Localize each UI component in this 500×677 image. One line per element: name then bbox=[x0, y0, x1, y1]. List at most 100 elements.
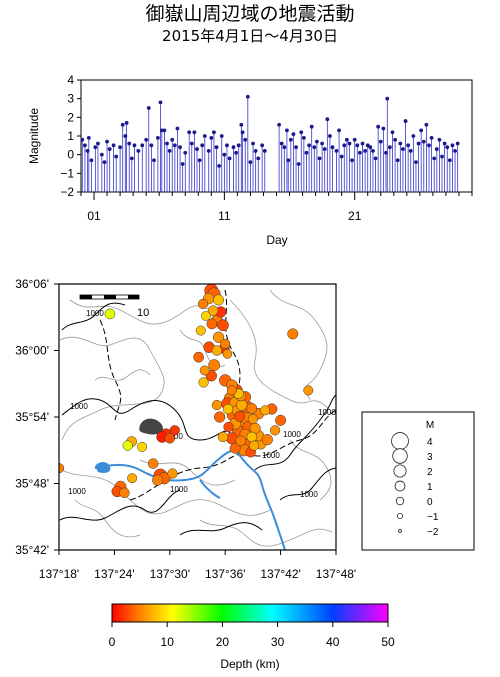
mt-point-16 bbox=[124, 121, 129, 125]
mt-point-115 bbox=[401, 147, 405, 151]
mt-point-51 bbox=[222, 152, 227, 157]
map-x-tick-label: 137°48' bbox=[316, 567, 356, 581]
mt-y-tick-label: 4 bbox=[67, 73, 74, 87]
mt-point-78 bbox=[304, 150, 309, 155]
mt-point-9 bbox=[105, 139, 109, 144]
epicenter-68 bbox=[220, 338, 231, 349]
contour-line bbox=[61, 469, 271, 516]
legend-label-4: 0 bbox=[427, 497, 433, 508]
mt-point-17 bbox=[127, 141, 132, 146]
volcano-summit bbox=[139, 418, 163, 435]
epicenter-56 bbox=[104, 308, 116, 320]
chart-title: 御嶽山周辺域の地震活動 bbox=[145, 3, 355, 25]
mt-point-88 bbox=[330, 145, 335, 150]
epicenter-34 bbox=[212, 331, 225, 343]
mt-point-77 bbox=[301, 135, 306, 140]
mt-point-23 bbox=[146, 106, 151, 110]
epicenters bbox=[59, 284, 314, 499]
map-x-tick-label: 137°36' bbox=[205, 567, 245, 581]
epicenter-36 bbox=[236, 399, 248, 411]
contour-label: 1000 bbox=[262, 451, 280, 460]
epicenter-51 bbox=[206, 318, 218, 330]
mt-point-81 bbox=[312, 145, 317, 150]
mt-point-123 bbox=[421, 139, 426, 144]
mt-point-112 bbox=[393, 137, 398, 142]
mt-point-4 bbox=[89, 158, 94, 163]
contour-label: 1000 bbox=[70, 402, 88, 411]
mt-point-67 bbox=[277, 122, 282, 127]
mt-point-75 bbox=[296, 162, 301, 166]
mt-point-26 bbox=[155, 135, 160, 140]
mt-point-19 bbox=[132, 143, 137, 148]
mt-point-50 bbox=[219, 134, 224, 138]
mt-point-18 bbox=[129, 156, 134, 161]
mt-point-36 bbox=[180, 162, 185, 166]
mt-y-ticks: −2 −1 0 1 2 3 4 bbox=[60, 73, 81, 199]
epicenter-67 bbox=[197, 298, 209, 310]
mt-point-11 bbox=[111, 143, 116, 148]
magnitude-legend: M 4 3 2 1 0 −1 −2 bbox=[361, 411, 475, 551]
mt-point-133 bbox=[447, 158, 452, 163]
mt-point-24 bbox=[149, 143, 154, 148]
mt-point-66 bbox=[262, 149, 267, 153]
legend-items: 4 3 2 1 0 −1 −2 bbox=[391, 432, 439, 538]
mt-point-6 bbox=[96, 141, 100, 146]
mt-point-59 bbox=[243, 137, 248, 142]
mt-point-3 bbox=[86, 135, 91, 140]
epicenter-52 bbox=[193, 351, 204, 363]
map-y-tick-label: 35°54' bbox=[15, 410, 49, 424]
mt-point-89 bbox=[334, 149, 339, 153]
map-x-tick-label: 137°24' bbox=[94, 567, 134, 581]
mt-point-135 bbox=[453, 149, 457, 153]
lake bbox=[95, 461, 111, 473]
map-x-tick-label: 137°42' bbox=[260, 567, 300, 581]
epicenter-80 bbox=[260, 405, 271, 416]
mt-point-60 bbox=[245, 94, 250, 99]
mt-point-42 bbox=[197, 158, 202, 163]
epicenter-45 bbox=[234, 410, 246, 422]
mt-point-22 bbox=[144, 137, 149, 142]
colorbar-ticks: 0 10 20 30 40 50 bbox=[109, 622, 395, 649]
mt-point-128 bbox=[434, 147, 439, 151]
mt-point-69 bbox=[282, 145, 287, 150]
mt-point-102 bbox=[368, 145, 373, 150]
mt-point-76 bbox=[299, 130, 304, 135]
mt-x-tick-label: 11 bbox=[218, 209, 231, 223]
epicenter-42 bbox=[213, 294, 225, 306]
epicenter-64 bbox=[164, 433, 176, 444]
contour-1000 bbox=[59, 489, 181, 521]
map-background bbox=[59, 284, 336, 550]
mt-y-tick-label: 1 bbox=[67, 129, 74, 143]
epicenter-85 bbox=[303, 385, 314, 396]
mt-point-134 bbox=[450, 143, 455, 148]
epicenter-39 bbox=[261, 433, 273, 446]
epicenter-62 bbox=[217, 431, 229, 443]
legend-symbol-6 bbox=[398, 529, 402, 533]
mt-point-70 bbox=[285, 128, 289, 133]
mt-point-104 bbox=[373, 156, 378, 161]
map-y-ticks: 35°42' 35°48' 35°54' 36°00' 36°06' bbox=[15, 277, 59, 557]
mt-point-80 bbox=[309, 124, 314, 129]
epicenter-59 bbox=[222, 403, 234, 415]
colorbar-tick-label: 10 bbox=[161, 635, 175, 649]
epicenter-60 bbox=[246, 431, 258, 443]
epicenter-86 bbox=[200, 311, 211, 321]
mt-x-tick-label: 21 bbox=[348, 209, 362, 223]
mt-point-40 bbox=[192, 130, 197, 135]
mt-point-44 bbox=[202, 134, 207, 138]
mt-point-132 bbox=[445, 145, 450, 150]
mt-y-tick-label: 2 bbox=[67, 110, 74, 124]
mt-point-38 bbox=[187, 130, 192, 135]
mt-point-64 bbox=[256, 156, 261, 161]
mt-point-131 bbox=[442, 141, 447, 146]
mt-point-58 bbox=[240, 130, 245, 135]
mt-point-120 bbox=[414, 160, 418, 165]
contour-line bbox=[94, 369, 151, 381]
epicenter-75 bbox=[122, 440, 133, 451]
epicenter-49 bbox=[152, 474, 164, 486]
mt-point-93 bbox=[344, 137, 349, 142]
map-x-tick-label: 137°30' bbox=[150, 567, 190, 581]
epicenter-74 bbox=[169, 425, 180, 436]
mt-point-74 bbox=[294, 145, 298, 150]
mt-point-62 bbox=[251, 141, 255, 146]
